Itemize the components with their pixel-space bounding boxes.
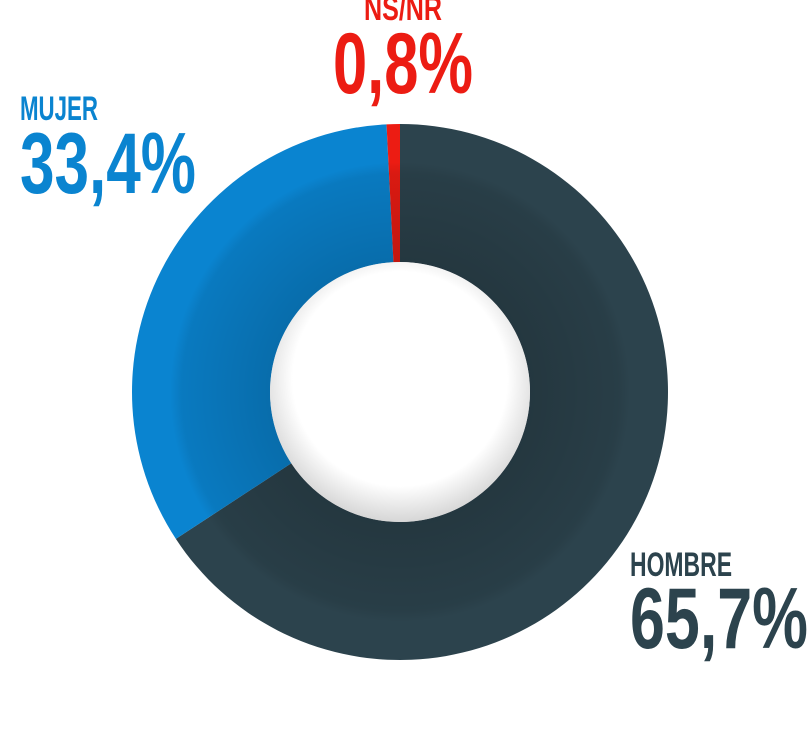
category-label: MUJER: [20, 90, 98, 128]
category-label: HOMBRE: [630, 546, 732, 584]
category-label: NS/NR: [364, 0, 442, 28]
value-label: 0,8%: [333, 16, 473, 112]
value-label: 65,7%: [630, 571, 808, 667]
value-label: 33,4%: [20, 116, 196, 212]
donut-hole: [270, 262, 530, 522]
